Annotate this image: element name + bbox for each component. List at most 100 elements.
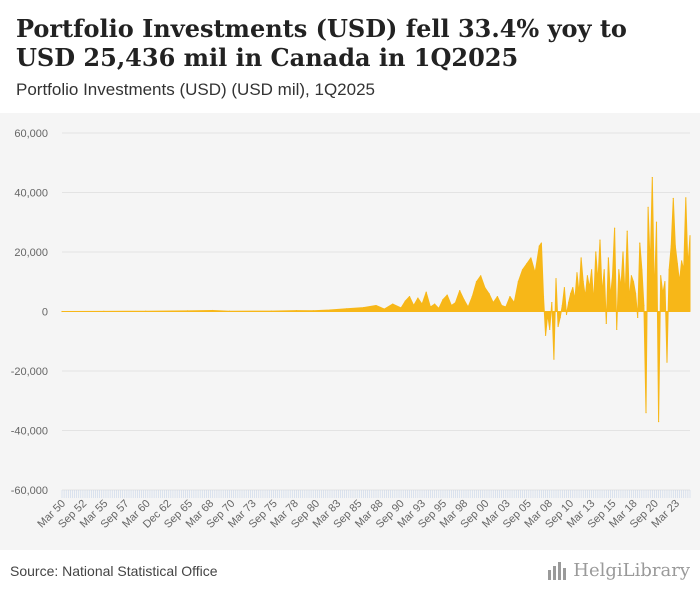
data-point: [601, 293, 603, 295]
data-point: [513, 301, 515, 304]
data-point: [517, 281, 519, 283]
data-point: [689, 235, 691, 237]
data-point: [624, 296, 626, 298]
data-point: [582, 281, 584, 283]
data-point: [649, 266, 651, 268]
data-point: [187, 310, 189, 312]
data-point: [463, 299, 465, 301]
data-point: [442, 299, 444, 301]
data-point: [540, 242, 542, 244]
data-point: [145, 310, 147, 312]
data-point: [687, 266, 689, 268]
data-point: [438, 307, 440, 310]
y-tick-label: -20,000: [11, 366, 48, 378]
data-point: [212, 309, 214, 312]
chart-area: 60,000 40,000 20,000 0 -20,000 -40,000 -60,000…: [0, 113, 700, 550]
data-point: [549, 328, 551, 330]
data-point: [614, 227, 616, 229]
data-point: [630, 275, 632, 277]
data-point: [400, 307, 402, 309]
data-point: [553, 358, 555, 360]
data-point: [561, 304, 563, 307]
data-point: [475, 281, 478, 283]
data-point: [496, 296, 499, 298]
data-point: [651, 177, 653, 179]
data-point: [521, 269, 524, 271]
helgi-library-logo[interactable]: HelgiLibrary: [547, 560, 690, 581]
y-tick-label: 20,000: [14, 247, 48, 259]
data-point: [421, 303, 423, 305]
data-point: [683, 269, 685, 271]
data-point: [593, 301, 595, 304]
data-point: [572, 287, 574, 289]
data-point: [329, 309, 331, 311]
data-point: [647, 206, 649, 208]
source-note: Source: National Statistical Office: [10, 563, 218, 579]
data-point: [492, 301, 494, 304]
data-point: [567, 301, 570, 304]
data-point: [578, 293, 580, 295]
y-tick-label: 40,000: [14, 188, 48, 200]
data-point: [576, 272, 578, 274]
data-point: [626, 230, 628, 232]
data-point: [434, 303, 436, 305]
data-point: [668, 269, 670, 271]
data-point: [103, 310, 105, 312]
data-point: [670, 245, 672, 247]
logo-text: HelgiLibrary: [573, 560, 690, 581]
data-point: [666, 361, 668, 363]
data-point: [586, 275, 589, 277]
data-point: [681, 260, 683, 262]
data-point: [622, 251, 624, 253]
data-point: [620, 287, 622, 289]
series-area: [61, 177, 691, 423]
data-point: [599, 239, 601, 241]
data-point: [392, 303, 394, 305]
data-point: [383, 308, 385, 310]
data-point: [509, 296, 511, 298]
data-point: [446, 294, 448, 296]
data-point: [678, 281, 681, 283]
data-point: [505, 306, 507, 308]
library-building-icon: [547, 561, 569, 580]
data-point: [375, 304, 377, 307]
data-point: [429, 306, 432, 308]
data-point: [404, 300, 406, 302]
data-point: [488, 293, 490, 295]
data-point: [542, 296, 545, 298]
data-point: [607, 257, 609, 259]
data-point: [557, 325, 559, 327]
data-point: [616, 328, 618, 330]
data-point: [655, 221, 658, 223]
data-point: [417, 297, 419, 299]
data-point: [480, 275, 482, 277]
data-point: [413, 304, 415, 307]
data-point: [653, 296, 656, 298]
data-point: [501, 304, 503, 307]
data-point: [312, 310, 314, 312]
data-point: [595, 251, 597, 253]
data-point: [591, 269, 593, 271]
y-tick-label: -60,000: [11, 485, 48, 497]
data-point: [570, 293, 572, 295]
y-tick-label: 0: [42, 307, 48, 319]
data-point: [450, 304, 452, 307]
data-point: [563, 287, 566, 289]
data-point: [559, 316, 561, 319]
data-point: [609, 296, 612, 298]
data-point: [605, 322, 607, 324]
data-point: [628, 299, 630, 301]
data-point: [645, 412, 647, 414]
data-point: [584, 296, 586, 298]
data-point: [467, 306, 469, 308]
data-point: [580, 257, 582, 259]
data-point: [639, 242, 641, 244]
data-point: [634, 293, 637, 295]
data-point: [664, 281, 666, 283]
y-tick-label: 60,000: [14, 128, 48, 140]
data-point: [295, 310, 298, 312]
chart-header: Portfolio Investments (USD) fell 33.4% y…: [0, 0, 700, 113]
chart-svg: 60,000 40,000 20,000 0 -20,000 -40,000 -60,000…: [11, 128, 691, 531]
data-point: [555, 278, 557, 280]
data-point: [270, 310, 272, 312]
